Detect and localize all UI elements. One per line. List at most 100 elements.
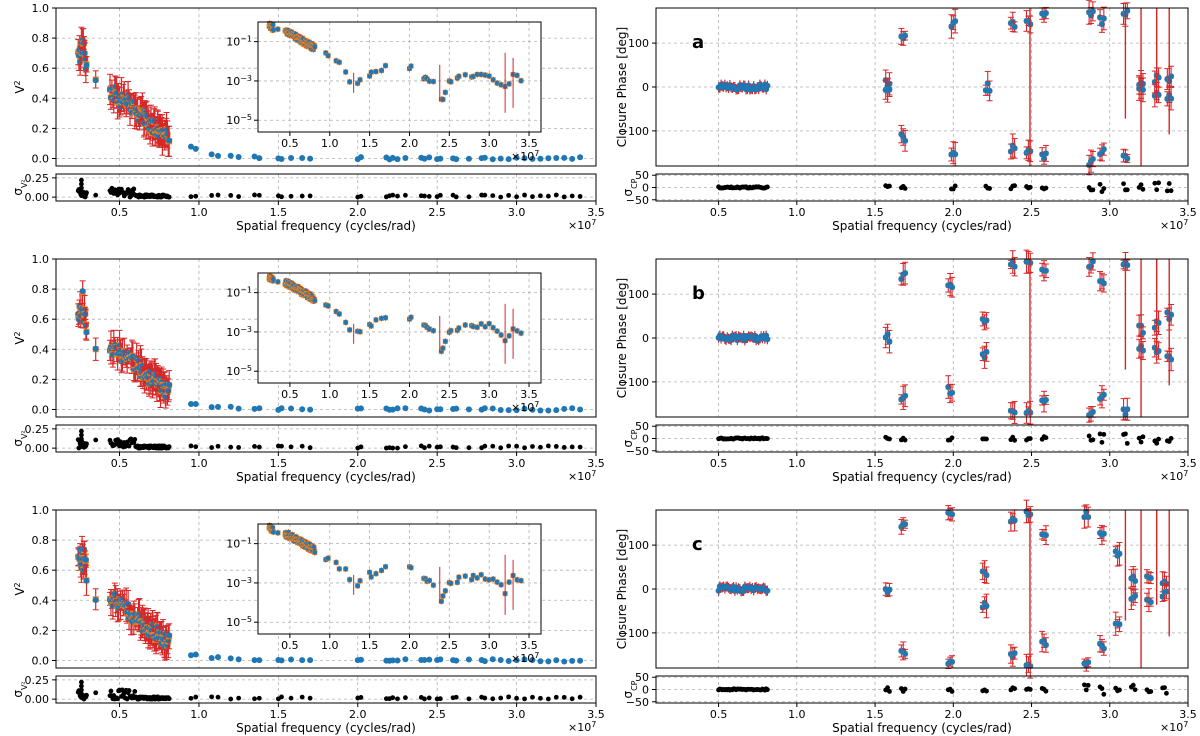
x-tick-label: 3.5 [587,206,605,219]
inset-model-point [490,325,496,331]
inset-model-point [490,576,496,582]
residual-point [426,695,432,701]
model-point [529,656,536,663]
cp-residual-point [1099,439,1105,445]
inset-model-point [474,324,480,330]
inset-model-point [474,72,480,77]
model-point [256,155,263,162]
residual-point [215,694,221,700]
v2-panel-1: 0.0 0.2 0.4 0.6 0.8 1.0 0.00 0.25 0.5 1.0 1.5 2.0 2.… [11,2,605,233]
inset-model-point [514,577,520,583]
model-point [453,405,460,412]
model-point [577,657,584,664]
model-point [497,657,504,664]
x-tick-label: 1.0 [190,457,208,470]
inset-model-point [494,80,500,86]
x-exponent-label: ×107 [568,469,596,484]
inset-y-tick-label: 10−3 [226,324,252,339]
residual-point [390,695,396,701]
x-tick-label: 1.5 [270,457,288,470]
model-point [465,155,472,162]
residual-point [236,445,242,450]
inset-y-tick-label: 10−3 [226,73,252,88]
residual-y-tick-label: 0.25 [25,172,50,185]
residual-point [514,443,519,449]
inset-model-point [325,303,331,309]
cp-model-point [952,18,959,25]
y-tick-label: 0.2 [32,373,50,386]
model-point [529,155,536,162]
residual-point [256,695,262,701]
cp-residual-point [987,186,992,191]
inset-model-point [343,566,349,572]
inset-model-point [379,568,384,573]
residual-point [132,437,138,442]
residual-point [403,444,408,450]
cp-residual-point [1154,187,1160,193]
model-point [489,656,496,663]
residual-point [288,444,294,450]
model-point [465,406,472,413]
inset-x-tick-label: 3.0 [480,388,498,401]
model-point [83,62,90,69]
model-point [357,154,364,161]
model-point [481,154,488,161]
residual-point [79,428,84,434]
residual-y-tick-label: 0.25 [25,423,50,436]
residual-point [577,694,583,700]
model-point [453,156,460,163]
model-point [357,405,364,412]
inset-model-point [478,572,484,578]
model-point [166,381,173,388]
inset-model-point [379,315,384,321]
inset-model-point [514,72,520,78]
inset-model-point [368,574,374,580]
model-point [251,657,258,664]
x-tick-label: 3.0 [1101,206,1119,219]
residual-point [530,694,535,700]
plot-frame [55,258,597,418]
cp-model-point [886,338,893,345]
inset-model-point [478,72,484,77]
residual-point [437,696,443,702]
y-tick-label: 0.6 [32,564,50,577]
residual-point [403,192,408,198]
residual-point [193,193,199,199]
residual-point [236,194,242,199]
model-point [188,143,194,150]
inset-model-point [373,317,379,323]
residual-point [131,186,137,192]
inset-x-tick-label: 2.0 [401,639,419,652]
model-point [489,405,496,412]
residual-point [93,690,99,696]
cp-residual-point [887,183,892,189]
cp-model-point [952,151,959,158]
residual-point [79,444,84,449]
model-point [307,155,314,162]
model-point [82,322,89,329]
model-point [256,405,263,412]
residual-point [514,695,519,701]
model-point [235,405,242,412]
cp-model-point [983,348,990,355]
y-tick-label: 0.0 [32,152,50,165]
cp-model-point [983,317,990,324]
y-tick-label: 0.6 [32,313,50,326]
inset-model-point [470,74,476,79]
model-point [227,403,234,410]
y-tick-label: 0 [642,81,649,94]
model-point [251,153,258,160]
inset-model-point [486,321,492,327]
inset-model-point [482,324,488,330]
residual-point [466,445,472,451]
residual-point [279,194,284,200]
residual-point [193,694,199,700]
inset-model-point [426,578,432,583]
model-point [92,77,99,84]
residual-y-tick-label: 0.00 [25,442,50,455]
model-point [513,154,520,161]
inset-model-point [448,328,454,334]
model-point [577,406,584,413]
model-point [307,657,314,664]
residual-y-tick-label: 0 [642,182,649,195]
